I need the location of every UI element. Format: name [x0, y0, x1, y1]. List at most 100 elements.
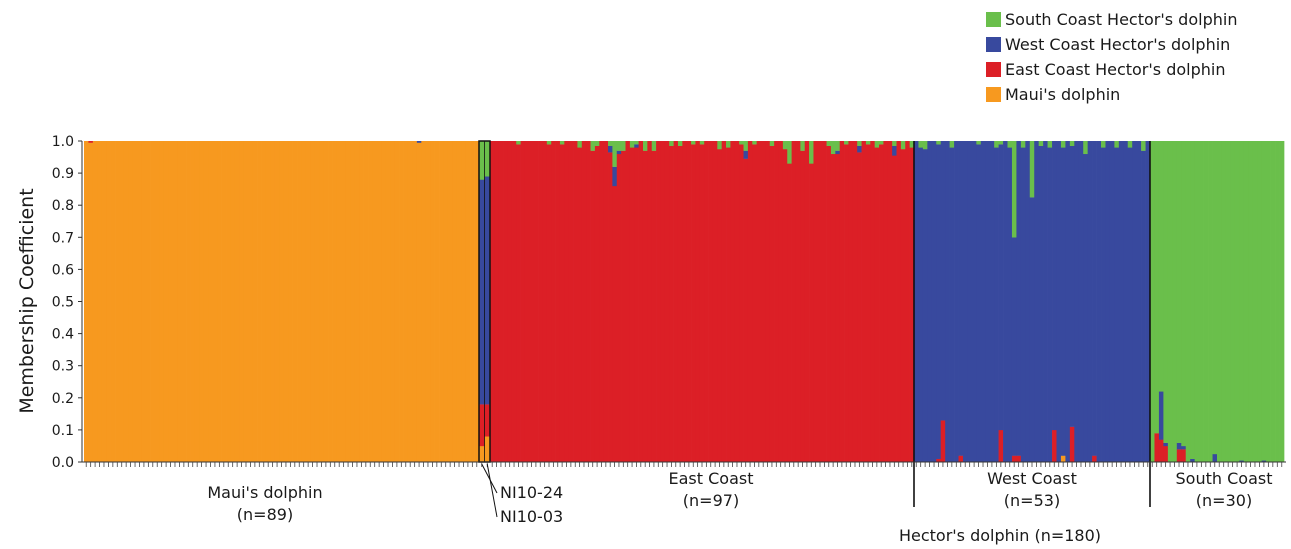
- bar-east-26-east: [603, 141, 609, 463]
- bar-west-51: [1141, 141, 1146, 463]
- bar-east-78-south: [830, 141, 836, 155]
- bar-west-47: [1123, 141, 1129, 463]
- bar-east-55-east: [730, 141, 736, 463]
- bar-east-79-south: [835, 141, 841, 151]
- bar-west-18-south: [994, 141, 999, 148]
- y-tick-label: 0.6: [52, 262, 74, 278]
- bar-east-80-east: [839, 141, 845, 463]
- bar-east-86-east: [865, 144, 871, 463]
- bar-south-17: [1225, 141, 1231, 463]
- bar-east-96: [909, 141, 915, 463]
- bar-west-7-west: [945, 141, 950, 463]
- bar-east-42-east: [673, 141, 679, 463]
- bar-south-8: [1185, 141, 1191, 463]
- hybrid-label-0: NI10-24: [500, 483, 563, 502]
- bar-maui-29: [212, 141, 218, 463]
- bar-east-60-south: [752, 141, 757, 145]
- bar-east-81: [844, 141, 849, 463]
- bar-west-51-south: [1141, 141, 1146, 151]
- bar-maui-13-maui: [141, 141, 147, 463]
- bar-east-4: [507, 141, 513, 463]
- group-n-west: (n=53): [1004, 491, 1060, 510]
- bar-east-16-east: [559, 144, 565, 463]
- bar-east-49: [704, 141, 709, 463]
- bar-maui-12-maui: [137, 141, 143, 463]
- bar-maui-71-maui: [399, 141, 404, 463]
- bar-maui-29-maui: [212, 141, 218, 463]
- bar-east-8-east: [524, 141, 530, 463]
- bar-maui-45-maui: [283, 141, 289, 463]
- bar-east-1-east: [494, 141, 500, 463]
- bar-east-21-east: [581, 141, 587, 463]
- bar-west-1-west: [918, 147, 924, 463]
- bar-east-15: [555, 141, 561, 463]
- bar-south-6-south: [1176, 141, 1182, 443]
- bar-maui-62: [359, 141, 364, 463]
- bar-west-3-west: [927, 141, 933, 463]
- bar-west-36-west: [1074, 141, 1080, 463]
- bar-west-21-south: [1007, 141, 1013, 148]
- bar-maui-1: [88, 141, 94, 463]
- bar-south-14-west: [1212, 453, 1218, 463]
- bar-maui-85: [461, 141, 467, 463]
- legend-label-east: East Coast Hector's dolphin: [1005, 60, 1225, 79]
- bar-west-35-west: [1069, 145, 1075, 427]
- bar-east-84-west: [857, 145, 862, 153]
- bar-maui-35-maui: [239, 141, 245, 463]
- bar-east-11: [538, 141, 543, 463]
- bar-south-1-south: [1154, 141, 1160, 434]
- bar-maui-30: [217, 141, 222, 463]
- bar-east-33-south: [634, 141, 639, 145]
- bar-maui-13: [141, 141, 147, 463]
- bar-west-32: [1056, 141, 1062, 463]
- bar-east-91: [887, 141, 893, 463]
- bar-maui-33-maui: [230, 141, 236, 463]
- bar-west-8-west: [949, 147, 955, 463]
- bar-east-83-east: [852, 141, 858, 463]
- legend: South Coast Hector's dolphin West Coast H…: [986, 10, 1237, 104]
- bar-hybrid-0-maui: [479, 445, 485, 463]
- bar-east-94: [900, 141, 906, 463]
- bar-east-82-east: [848, 141, 854, 463]
- bar-east-20: [577, 141, 583, 463]
- bar-west-31-east: [1052, 429, 1057, 463]
- bar-south-29-south: [1279, 141, 1285, 463]
- bar-south-28-south: [1275, 141, 1280, 463]
- bar-west-10-west: [958, 141, 964, 456]
- bar-east-87-east: [870, 141, 876, 463]
- bar-east-50: [708, 141, 714, 463]
- bar-east-62: [761, 141, 766, 463]
- bar-east-69: [791, 141, 797, 463]
- bar-maui-45: [283, 141, 289, 463]
- bar-maui-23: [186, 141, 191, 463]
- bar-east-44: [682, 141, 688, 463]
- bar-maui-55: [328, 141, 333, 463]
- bar-maui-72-maui: [403, 141, 409, 463]
- bar-west-23: [1016, 141, 1022, 463]
- bar-west-2-south: [922, 141, 928, 150]
- bar-east-31-east: [625, 141, 631, 463]
- bar-east-63-east: [765, 141, 771, 463]
- bar-west-42-south: [1101, 141, 1106, 148]
- bar-south-17-south: [1225, 141, 1231, 463]
- supergroup-label: Hector's dolphin (n=180): [899, 526, 1101, 545]
- bar-west-32-west: [1056, 141, 1062, 463]
- bar-south-25: [1261, 141, 1267, 463]
- bar-maui-46-maui: [288, 141, 293, 463]
- bar-west-28-west: [1038, 145, 1044, 463]
- bar-west-0-west: [914, 141, 919, 463]
- bar-east-96-south: [909, 141, 915, 148]
- bar-east-43-east: [677, 145, 683, 463]
- bar-west-21-west: [1007, 147, 1013, 463]
- bar-west-39-west: [1087, 141, 1093, 463]
- bar-west-10-east: [958, 455, 964, 463]
- bar-east-18: [568, 141, 574, 463]
- bar-maui-68-maui: [385, 141, 391, 463]
- bar-maui-2: [92, 141, 98, 463]
- bar-east-52: [717, 141, 723, 463]
- bar-maui-35: [239, 141, 245, 463]
- bar-west-33-maui: [1060, 455, 1066, 463]
- bar-maui-8-maui: [119, 141, 125, 463]
- bar-hybrid-0: [479, 141, 485, 463]
- bar-west-29: [1043, 141, 1048, 463]
